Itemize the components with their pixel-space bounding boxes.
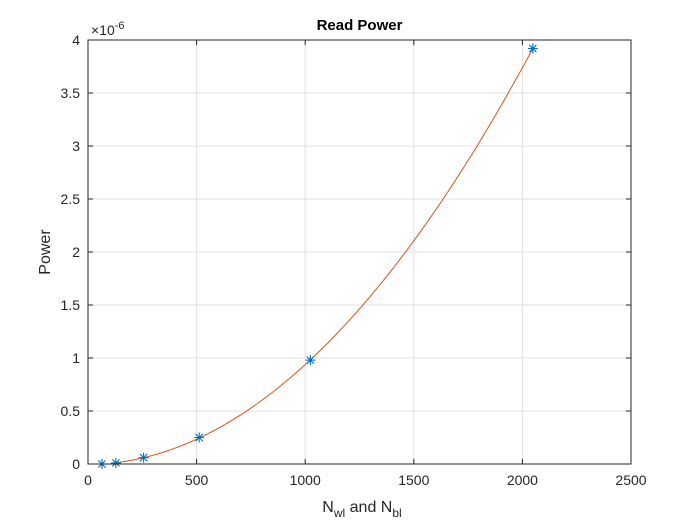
y-axis-label: Power: [37, 229, 54, 275]
x-axis-label-middle: and N: [345, 499, 392, 516]
y-tick-label: 0.5: [61, 403, 81, 419]
grid: [88, 40, 631, 464]
y-tick-label: 2.5: [61, 191, 81, 207]
asterisk-stroke: [139, 453, 148, 462]
y-tick-label: 0: [72, 456, 80, 472]
asterisk-stroke: [195, 433, 204, 442]
y-tick-label: 2: [72, 244, 80, 260]
data-point-asterisk: [194, 432, 205, 443]
x-axis-label-main: N: [322, 499, 334, 516]
fit-curve-layer: [115, 48, 534, 464]
x-axis-label: Nwl and Nbl: [322, 499, 401, 520]
x-tick-label: 2000: [507, 472, 538, 488]
data-point-asterisk: [110, 457, 121, 468]
y-tick-label: 3.5: [61, 85, 81, 101]
x-ticks: 0 500 1000 1500 2000 2500: [84, 40, 647, 488]
y-tick-label: 3: [72, 138, 80, 154]
y-tick-label: 1: [72, 350, 80, 366]
data-point-asterisk: [138, 452, 149, 463]
y-multiplier: ×10-6: [91, 20, 125, 38]
data-points: [96, 43, 538, 469]
fit-curve: [115, 48, 534, 464]
data-point-asterisk: [305, 355, 316, 366]
y-tick-label: 4: [72, 32, 80, 48]
chart-title: Read Power: [317, 17, 403, 34]
x-axis-label-sub2: bl: [392, 506, 401, 520]
x-axis-label-sub1: wl: [333, 506, 345, 520]
asterisk-stroke: [528, 44, 537, 53]
x-tick-label: 1500: [398, 472, 429, 488]
asterisk-stroke: [111, 458, 120, 467]
x-tick-label: 1000: [290, 472, 321, 488]
data-point-asterisk: [527, 43, 538, 54]
x-tick-label: 0: [84, 472, 92, 488]
y-tick-label: 1.5: [61, 297, 81, 313]
x-tick-label: 500: [185, 472, 209, 488]
x-tick-label: 2500: [615, 472, 646, 488]
y-multiplier-exponent: -6: [115, 20, 125, 32]
asterisk-stroke: [306, 356, 315, 365]
y-ticks: 0 0.5 1 1.5 2 2.5 3 3.5 4: [61, 32, 631, 472]
y-multiplier-base: ×10: [91, 22, 115, 38]
